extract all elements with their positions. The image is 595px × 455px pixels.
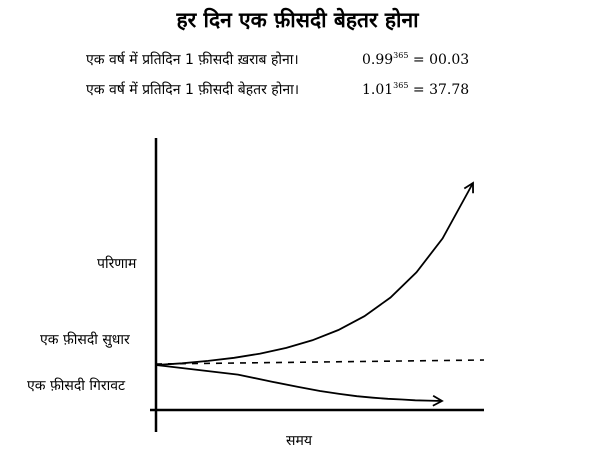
equation-exponent-worse: 365 [393,51,409,60]
equation-value-better: 1.01365 = 37.78 [362,81,470,98]
legend-improve: एक फ़ीसदी सुधार [40,331,130,348]
equation-exponent-better: 365 [393,81,409,90]
equation-result-better: = 37.78 [412,82,470,98]
legend-decline: एक फ़ीसदी गिरावट [27,377,126,394]
equation-text-better: एक वर्ष में प्रतिदिन 1 फ़ीसदी बेहतर होना… [86,82,300,98]
equation-value-worse: 0.99365 = 00.03 [362,51,470,68]
equation-result-worse: = 00.03 [412,52,470,68]
page-title: हर दिन एक फ़ीसदी बेहतर होना [176,8,419,32]
equation-text-worse: एक वर्ष में प्रतिदिन 1 फ़ीसदी ख़राब होना… [86,52,299,68]
x-axis-label: समय [286,433,313,449]
equation-base-better: 1.01 [362,82,394,98]
equation-row-better: एक वर्ष में प्रतिदिन 1 फ़ीसदी बेहतर होना… [86,80,469,99]
y-axis-label: परिणाम [97,255,137,272]
equation-base-worse: 0.99 [362,52,394,68]
series-line-decline [155,364,444,407]
series-line-improve [155,181,474,366]
equation-row-worse: एक वर्ष में प्रतिदिन 1 फ़ीसदी ख़राब होना… [86,50,469,69]
